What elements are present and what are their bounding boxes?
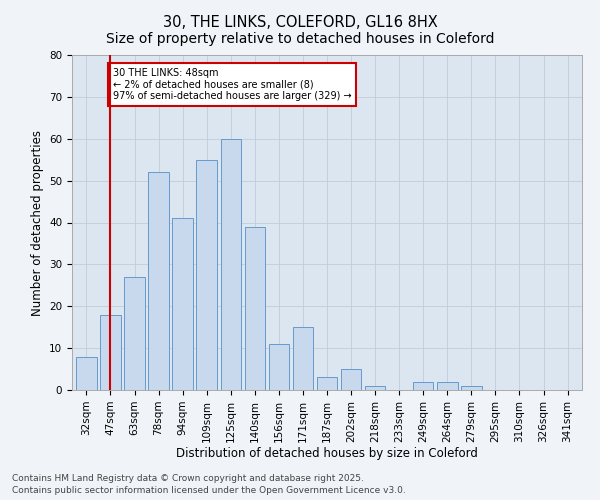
Text: 30, THE LINKS, COLEFORD, GL16 8HX: 30, THE LINKS, COLEFORD, GL16 8HX [163, 15, 437, 30]
Bar [293, 327, 313, 390]
Text: Size of property relative to detached houses in Coleford: Size of property relative to detached ho… [106, 32, 494, 46]
Bar [148, 172, 169, 390]
Bar [317, 378, 337, 390]
Bar [461, 386, 482, 390]
Bar [76, 356, 97, 390]
Bar [437, 382, 458, 390]
X-axis label: Distribution of detached houses by size in Coleford: Distribution of detached houses by size … [176, 448, 478, 460]
Bar [365, 386, 385, 390]
Bar [221, 138, 241, 390]
Bar [196, 160, 217, 390]
Bar [124, 277, 145, 390]
Bar [341, 369, 361, 390]
Bar [245, 226, 265, 390]
Text: Contains HM Land Registry data © Crown copyright and database right 2025.
Contai: Contains HM Land Registry data © Crown c… [12, 474, 406, 495]
Text: 30 THE LINKS: 48sqm
← 2% of detached houses are smaller (8)
97% of semi-detached: 30 THE LINKS: 48sqm ← 2% of detached hou… [113, 68, 352, 101]
Bar [413, 382, 433, 390]
Bar [269, 344, 289, 390]
Y-axis label: Number of detached properties: Number of detached properties [31, 130, 44, 316]
Bar [100, 314, 121, 390]
Bar [172, 218, 193, 390]
